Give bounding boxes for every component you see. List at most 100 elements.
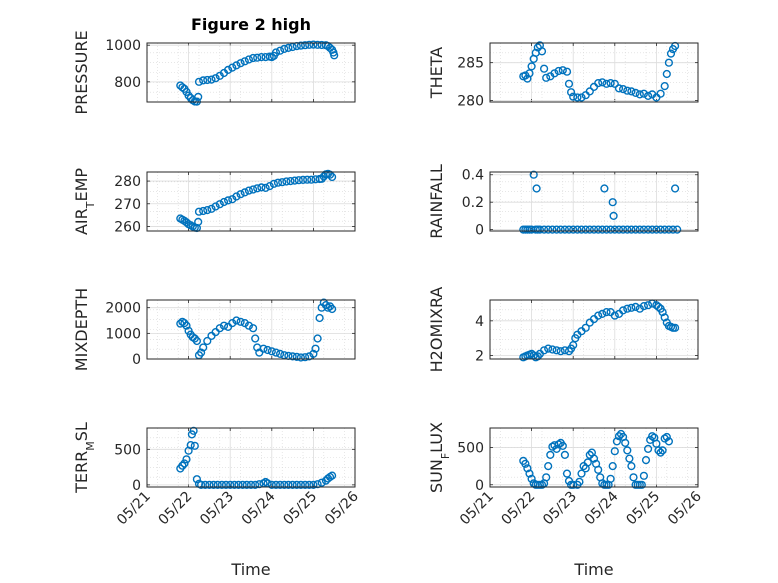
data-point bbox=[658, 446, 667, 455]
data-point bbox=[303, 175, 312, 184]
data-point bbox=[627, 87, 636, 96]
data-point bbox=[273, 178, 283, 187]
data-point bbox=[598, 78, 607, 87]
data-point bbox=[594, 78, 603, 88]
data-point bbox=[589, 225, 599, 234]
data-point bbox=[215, 200, 224, 209]
y-tick-label: 2 bbox=[475, 349, 484, 365]
data-point bbox=[267, 480, 276, 490]
data-point bbox=[664, 225, 674, 234]
data-point bbox=[203, 206, 212, 215]
axes-box bbox=[146, 42, 356, 103]
data-point bbox=[246, 480, 256, 490]
panel-sun-flux: 05/21 05/22 05/23 05/24 05/25 05/26 0 500 SUNFLU… bbox=[427, 422, 705, 528]
data-point bbox=[544, 462, 553, 471]
data-point bbox=[271, 48, 281, 57]
data-point bbox=[523, 74, 532, 83]
data-point bbox=[259, 344, 268, 353]
x-tick-label: 05/25 bbox=[623, 489, 663, 529]
data-point bbox=[585, 225, 594, 234]
data-point bbox=[666, 49, 676, 58]
data-point bbox=[602, 308, 611, 317]
axes-box bbox=[146, 427, 356, 488]
data-point bbox=[298, 175, 308, 185]
data-point bbox=[309, 349, 318, 359]
data-point bbox=[288, 42, 297, 52]
data-point bbox=[276, 480, 285, 490]
data-point bbox=[224, 196, 233, 205]
data-point bbox=[639, 471, 649, 480]
data-point bbox=[232, 192, 241, 201]
data-point bbox=[290, 176, 299, 185]
plot-area bbox=[147, 300, 355, 359]
data-point bbox=[537, 47, 547, 56]
data-point bbox=[537, 480, 547, 489]
data-point bbox=[224, 65, 233, 75]
data-point bbox=[614, 432, 624, 441]
data-point bbox=[253, 53, 262, 62]
plot-area bbox=[490, 43, 698, 102]
data-point bbox=[637, 480, 646, 489]
data-point bbox=[562, 469, 572, 478]
data-point bbox=[643, 301, 653, 310]
data-point bbox=[594, 225, 603, 234]
panel-air-temp: 260 270 280 AIRTEMP bbox=[72, 168, 356, 235]
data-point bbox=[643, 444, 653, 454]
data-point bbox=[635, 90, 644, 99]
data-point bbox=[569, 92, 578, 101]
data-point bbox=[606, 474, 615, 483]
data-point bbox=[271, 480, 281, 490]
data-point bbox=[608, 198, 617, 207]
data-point bbox=[199, 206, 208, 216]
data-point bbox=[577, 93, 586, 102]
data-point bbox=[523, 464, 532, 473]
x-tick-label: 05/26 bbox=[322, 488, 362, 528]
panel-pressure: 800 1000 PRESSURE bbox=[72, 30, 356, 115]
data-point bbox=[654, 446, 663, 455]
axes-box bbox=[489, 171, 699, 232]
y-axis-label: AIRTEMP bbox=[72, 168, 97, 235]
y-axis-label: THETA bbox=[427, 47, 446, 99]
data-point bbox=[182, 455, 191, 464]
data-point bbox=[618, 84, 628, 94]
data-point bbox=[221, 480, 231, 490]
y-axis-label: TERRMSL bbox=[72, 422, 97, 494]
data-point bbox=[184, 91, 193, 100]
y-tick-label: 1000 bbox=[105, 38, 141, 54]
data-point bbox=[288, 352, 297, 361]
data-point bbox=[639, 89, 649, 98]
data-point bbox=[639, 225, 649, 234]
data-point bbox=[292, 352, 301, 362]
data-point bbox=[236, 190, 245, 199]
data-point bbox=[623, 304, 632, 313]
data-point bbox=[594, 465, 603, 474]
data-point bbox=[328, 172, 337, 182]
y-axis-label: MIXDEPTH bbox=[72, 288, 91, 371]
axes-box bbox=[489, 427, 699, 488]
data-point bbox=[182, 321, 191, 330]
data-point bbox=[610, 79, 619, 88]
data-point bbox=[313, 334, 322, 343]
data-point bbox=[261, 183, 270, 193]
data-point bbox=[284, 43, 293, 53]
data-point bbox=[190, 441, 199, 450]
data-point bbox=[558, 66, 567, 75]
data-point bbox=[282, 177, 291, 186]
data-point bbox=[532, 184, 541, 193]
data-point bbox=[560, 450, 570, 460]
data-point bbox=[315, 313, 324, 323]
data-point bbox=[564, 225, 574, 234]
data-point bbox=[328, 304, 337, 314]
axes-box bbox=[146, 171, 356, 232]
x-tick-label: 05/25 bbox=[280, 489, 320, 529]
data-point bbox=[253, 184, 262, 193]
data-point bbox=[600, 184, 609, 193]
data-point bbox=[577, 469, 586, 478]
data-point bbox=[525, 469, 534, 478]
plot-area bbox=[147, 43, 355, 102]
data-point bbox=[325, 170, 335, 179]
data-point bbox=[631, 225, 640, 234]
data-point bbox=[554, 66, 563, 76]
data-point bbox=[276, 46, 285, 55]
